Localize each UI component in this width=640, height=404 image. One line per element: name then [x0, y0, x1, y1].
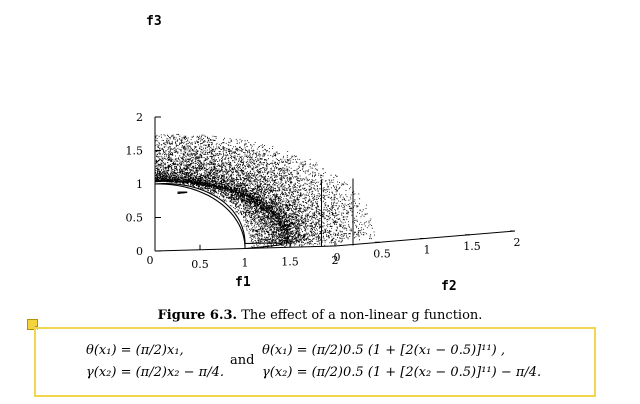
- equation-connector: and: [230, 353, 255, 368]
- y-tick-label: 0.5: [373, 247, 391, 260]
- x-tick-label: 1.5: [281, 255, 299, 268]
- x-tick-label: 0.5: [191, 258, 209, 271]
- annotation-box[interactable]: θ(x₁) = (π/2)x₁, γ(x₂) = (π/2)x₂ − π/4. …: [34, 327, 596, 397]
- point-cloud: [155, 133, 375, 249]
- x-tick-label: 2: [332, 254, 339, 267]
- plot-frame: [154, 116, 516, 252]
- x-tick-label: 1: [242, 257, 249, 270]
- caption-label: Figure 6.3.: [157, 308, 238, 323]
- equation-theta-linear: θ(x₁) = (π/2)x₁,: [86, 343, 184, 358]
- scatter-3d-plot: 21.510.500.5 1 1.5 20 0 0.5 1 1.5 2 f3 f1 f2: [126, 14, 521, 294]
- origin-label: 0: [147, 254, 154, 267]
- x-axis-label: f1: [235, 275, 251, 290]
- z-axis-label: f3: [146, 14, 162, 29]
- caption-text: The effect of a non-linear g function.: [237, 308, 483, 323]
- figure-caption: Figure 6.3. The effect of a non-linear g…: [0, 308, 640, 323]
- tick-labels: 21.510.500.5 1 1.5 20 0 0.5 1 1.5 2: [126, 111, 521, 271]
- z-tick-label: 1: [136, 178, 143, 191]
- y-tick-label: 1.5: [463, 240, 481, 253]
- scatter-points: [155, 133, 375, 249]
- front-arc: [155, 183, 246, 249]
- y-axis-label: f2: [441, 279, 457, 294]
- equation-gamma-nonlinear: γ(x₂) = (π/2)0.5 (1 + [2(x₂ − 0.5)]¹¹) −…: [262, 365, 542, 380]
- figure-6-3: 2 1.5 1 0.5 0 0.5 1 1.5 2 0 0 0.5 1 1.5 2 f3 f1 f2: [126, 14, 521, 294]
- y-tick-label: 0: [334, 251, 341, 264]
- z-tick-label: 2: [136, 111, 143, 124]
- z-tick-label: 0.5: [126, 212, 144, 225]
- z-tick-label: 1.5: [126, 145, 144, 158]
- y-tick-label: 2: [514, 236, 521, 249]
- equation-theta-nonlinear: θ(x₁) = (π/2)0.5 (1 + [2(x₁ − 0.5)]¹¹) ,: [262, 343, 506, 358]
- inner-loop: [177, 191, 188, 194]
- z-tick-label: 0: [136, 245, 143, 258]
- y-tick-label: 1: [424, 244, 431, 257]
- back-arc: [154, 183, 246, 244]
- equation-gamma-linear: γ(x₂) = (π/2)x₂ − π/4.: [86, 365, 224, 380]
- base-arc: [244, 242, 284, 250]
